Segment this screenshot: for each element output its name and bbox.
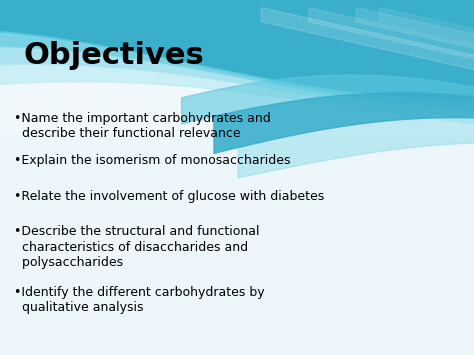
Bar	[0, 135, 474, 355]
Text: •Name the important carbohydrates and
  describe their functional relevance: •Name the important carbohydrates and de…	[14, 112, 271, 140]
Text: •Relate the involvement of glucose with diabetes: •Relate the involvement of glucose with …	[14, 190, 325, 203]
Text: •Explain the isomerism of monosaccharides: •Explain the isomerism of monosaccharide…	[14, 154, 291, 168]
Text: •Describe the structural and functional
  characteristics of disaccharides and
 : •Describe the structural and functional …	[14, 225, 260, 269]
Text: Objectives: Objectives	[24, 41, 204, 70]
Text: •Identify the different carbohydrates by
  qualitative analysis: •Identify the different carbohydrates by…	[14, 286, 265, 314]
